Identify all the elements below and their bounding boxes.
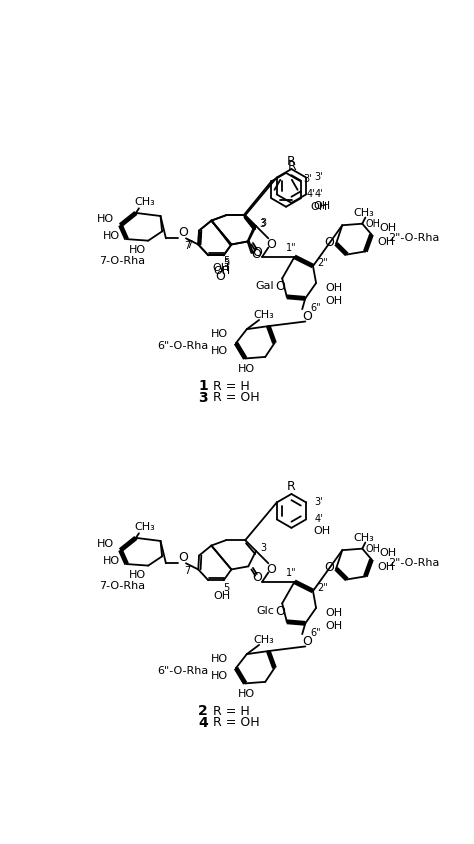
Text: R = OH: R = OH (213, 392, 260, 404)
Text: CH₃: CH₃ (135, 522, 155, 532)
Text: Glc: Glc (256, 606, 274, 616)
Text: CH₃: CH₃ (354, 208, 374, 218)
Text: HO: HO (238, 365, 255, 374)
Text: 3': 3' (315, 171, 323, 181)
Text: R = OH: R = OH (213, 717, 260, 729)
Text: O: O (302, 311, 312, 323)
Text: OH: OH (212, 262, 229, 273)
Text: HO: HO (211, 329, 228, 338)
Text: CH₃: CH₃ (354, 533, 374, 543)
Text: 2": 2" (317, 258, 328, 268)
Text: OH: OH (325, 296, 342, 306)
Text: HO: HO (129, 570, 146, 580)
Text: 1: 1 (198, 379, 208, 393)
Text: 7-O-Rha: 7-O-Rha (99, 581, 145, 591)
Text: OH: OH (379, 224, 396, 233)
Text: 5: 5 (224, 258, 230, 268)
Text: OH: OH (313, 201, 330, 211)
Text: O: O (276, 279, 286, 293)
Text: HO: HO (211, 654, 228, 663)
Text: 3': 3' (315, 496, 323, 506)
Text: O: O (251, 248, 261, 261)
Text: O: O (276, 604, 286, 618)
Text: 2": 2" (317, 583, 328, 593)
Text: O: O (253, 571, 263, 584)
Text: 5: 5 (224, 583, 230, 593)
Text: O: O (324, 235, 334, 249)
Text: 1": 1" (286, 567, 297, 577)
Text: 1": 1" (286, 242, 297, 252)
Text: 3: 3 (259, 219, 265, 230)
Text: O: O (302, 636, 312, 648)
Text: HO: HO (103, 231, 120, 241)
Text: HO: HO (97, 539, 114, 549)
Text: OH: OH (313, 526, 330, 536)
Text: 7: 7 (184, 241, 191, 251)
Text: OH: OH (365, 544, 380, 554)
Text: HO: HO (129, 245, 146, 255)
Text: 6"-O-Rha: 6"-O-Rha (157, 341, 208, 351)
Text: 4: 4 (198, 716, 208, 730)
Text: 3: 3 (261, 543, 267, 553)
Text: OH: OH (325, 608, 342, 618)
Text: OH: OH (378, 562, 395, 572)
Text: 2"-O-Rha: 2"-O-Rha (389, 558, 440, 567)
Text: O: O (178, 225, 188, 239)
Text: 6"-O-Rha: 6"-O-Rha (157, 666, 208, 676)
Text: 3: 3 (198, 391, 208, 405)
Text: O: O (266, 563, 276, 576)
Text: 3: 3 (261, 218, 267, 228)
Text: 4': 4' (306, 189, 315, 199)
Text: 6": 6" (311, 628, 321, 637)
Text: HO: HO (103, 556, 120, 566)
Text: OH: OH (325, 283, 342, 293)
Text: O: O (216, 269, 226, 283)
Text: R: R (288, 160, 297, 173)
Text: 7: 7 (186, 240, 192, 250)
Text: O: O (266, 238, 276, 251)
Text: OH: OH (325, 621, 342, 631)
Text: 4': 4' (315, 189, 323, 198)
Text: OH: OH (365, 219, 380, 229)
Text: 4': 4' (315, 514, 323, 523)
Text: HO: HO (211, 671, 228, 681)
Text: 5: 5 (224, 257, 230, 267)
Text: O: O (178, 550, 188, 564)
Text: 2"-O-Rha: 2"-O-Rha (389, 233, 440, 242)
Text: 7: 7 (184, 566, 191, 576)
Text: HO: HO (211, 346, 228, 356)
Text: R: R (287, 479, 296, 493)
Text: O: O (253, 246, 263, 259)
Text: CH₃: CH₃ (253, 311, 274, 321)
Text: OH: OH (214, 591, 231, 601)
Text: 2: 2 (198, 704, 208, 718)
Text: HO: HO (238, 690, 255, 699)
Text: OH: OH (310, 202, 328, 212)
Text: 7-O-Rha: 7-O-Rha (99, 256, 145, 266)
Text: R = H: R = H (213, 380, 250, 392)
Text: OH: OH (379, 549, 396, 558)
Text: R = H: R = H (213, 705, 250, 717)
Text: Gal: Gal (256, 281, 274, 291)
Text: CH₃: CH₃ (135, 197, 155, 207)
Text: R: R (287, 154, 296, 168)
Text: O: O (324, 560, 334, 574)
Text: CH₃: CH₃ (253, 636, 274, 646)
Text: HO: HO (97, 214, 114, 225)
Text: 6": 6" (311, 303, 321, 312)
Text: 3': 3' (303, 174, 312, 184)
Text: OH: OH (214, 266, 231, 276)
Text: OH: OH (378, 237, 395, 247)
